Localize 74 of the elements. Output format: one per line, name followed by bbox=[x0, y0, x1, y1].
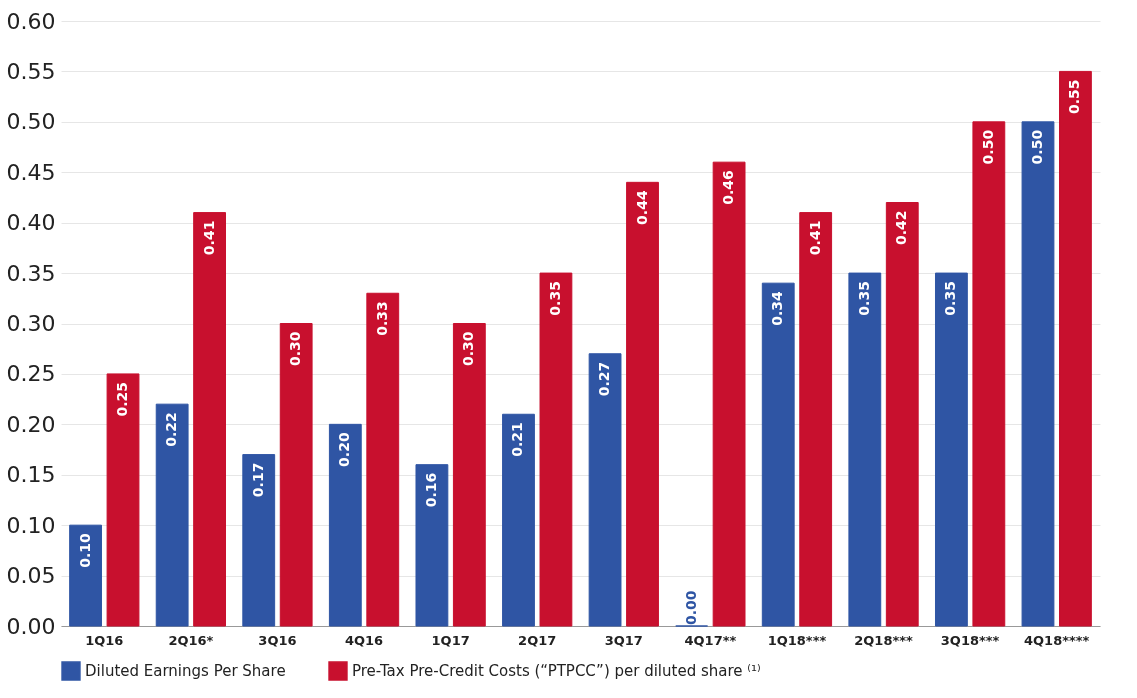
bar bbox=[242, 454, 276, 627]
x-tick-label: 2Q18*** bbox=[854, 632, 914, 648]
x-tick-label: 2Q16* bbox=[168, 632, 214, 648]
bar bbox=[934, 272, 968, 627]
bar bbox=[799, 212, 833, 627]
data-label: 0.50 bbox=[979, 129, 996, 165]
x-tick-label: 1Q16 bbox=[85, 632, 124, 648]
y-tick-label: 0.05 bbox=[6, 563, 56, 589]
data-label: 0.30 bbox=[287, 331, 304, 367]
data-label: 0.44 bbox=[633, 190, 650, 225]
data-label: 0.21 bbox=[509, 422, 526, 457]
bar bbox=[712, 161, 746, 627]
data-label: 0.41 bbox=[806, 220, 823, 256]
x-tick-label: 3Q16 bbox=[258, 632, 297, 648]
x-tick-label: 4Q16 bbox=[344, 632, 384, 648]
y-tick-label: 0.00 bbox=[6, 613, 56, 639]
bar bbox=[366, 292, 400, 627]
data-label: 0.55 bbox=[1066, 79, 1083, 114]
y-tick-label: 0.45 bbox=[6, 159, 56, 185]
data-label: 0.50 bbox=[1028, 129, 1045, 165]
bar bbox=[155, 403, 189, 627]
y-tick-label: 0.30 bbox=[6, 311, 56, 336]
data-label: 0.27 bbox=[596, 361, 613, 397]
data-label: 0.35 bbox=[942, 281, 959, 316]
bar bbox=[1059, 70, 1092, 627]
data-label: 0.41 bbox=[200, 220, 217, 256]
bar bbox=[279, 323, 313, 627]
bar bbox=[328, 423, 362, 627]
bar bbox=[193, 212, 227, 627]
bar bbox=[885, 202, 919, 627]
y-tick-label: 0.55 bbox=[6, 58, 56, 84]
bar bbox=[626, 181, 659, 627]
x-tick-label: 1Q17 bbox=[431, 632, 470, 648]
bar bbox=[848, 272, 882, 627]
bar bbox=[972, 121, 1006, 627]
bar bbox=[588, 353, 622, 627]
data-label: 0.22 bbox=[163, 412, 180, 447]
x-tick-label: 2Q17 bbox=[518, 632, 557, 648]
bar bbox=[539, 272, 573, 627]
y-tick-label: 0.35 bbox=[6, 260, 56, 286]
data-label: 0.35 bbox=[855, 281, 872, 316]
data-label: 0.20 bbox=[336, 432, 353, 467]
data-label: 0.30 bbox=[460, 331, 477, 367]
y-tick-label: 0.50 bbox=[6, 109, 56, 135]
x-tick-label: 3Q18*** bbox=[940, 632, 1000, 648]
bar bbox=[69, 524, 102, 627]
x-tick-label: 3Q17 bbox=[604, 632, 643, 648]
data-label: 0.10 bbox=[76, 532, 93, 568]
y-tick-label: 0.25 bbox=[6, 361, 56, 387]
bar bbox=[415, 464, 449, 627]
data-label: 0.17 bbox=[249, 462, 266, 498]
data-label: 0.46 bbox=[720, 170, 737, 205]
bar bbox=[502, 413, 535, 627]
bar bbox=[761, 282, 795, 627]
data-label: 0.25 bbox=[114, 381, 131, 417]
x-tick-label: 4Q18**** bbox=[1024, 632, 1090, 648]
x-tick-label: 1Q18*** bbox=[767, 632, 827, 648]
x-tick-label: 4Q17** bbox=[684, 632, 737, 648]
legend-label: Pre-Tax Pre-Credit Costs (“PTPCC”) per diluted share ⁽¹⁾ bbox=[352, 662, 761, 681]
y-tick-label: 0.40 bbox=[6, 210, 56, 236]
data-label: 0.35 bbox=[546, 281, 563, 316]
y-tick-label: 0.60 bbox=[6, 8, 56, 34]
legend-label: Diluted Earnings Per Share bbox=[85, 662, 286, 681]
data-label: 0.34 bbox=[769, 290, 786, 326]
data-label: 0.42 bbox=[893, 210, 910, 246]
data-label: 0.16 bbox=[422, 472, 439, 508]
y-tick-label: 0.10 bbox=[6, 512, 56, 538]
bar bbox=[1021, 121, 1055, 627]
bar bbox=[452, 323, 486, 627]
data-label: 0.33 bbox=[373, 301, 390, 336]
y-tick-label: 0.20 bbox=[6, 411, 56, 437]
y-tick-label: 0.15 bbox=[6, 462, 56, 488]
bar bbox=[106, 373, 140, 627]
data-label: 0.00 bbox=[682, 590, 699, 625]
